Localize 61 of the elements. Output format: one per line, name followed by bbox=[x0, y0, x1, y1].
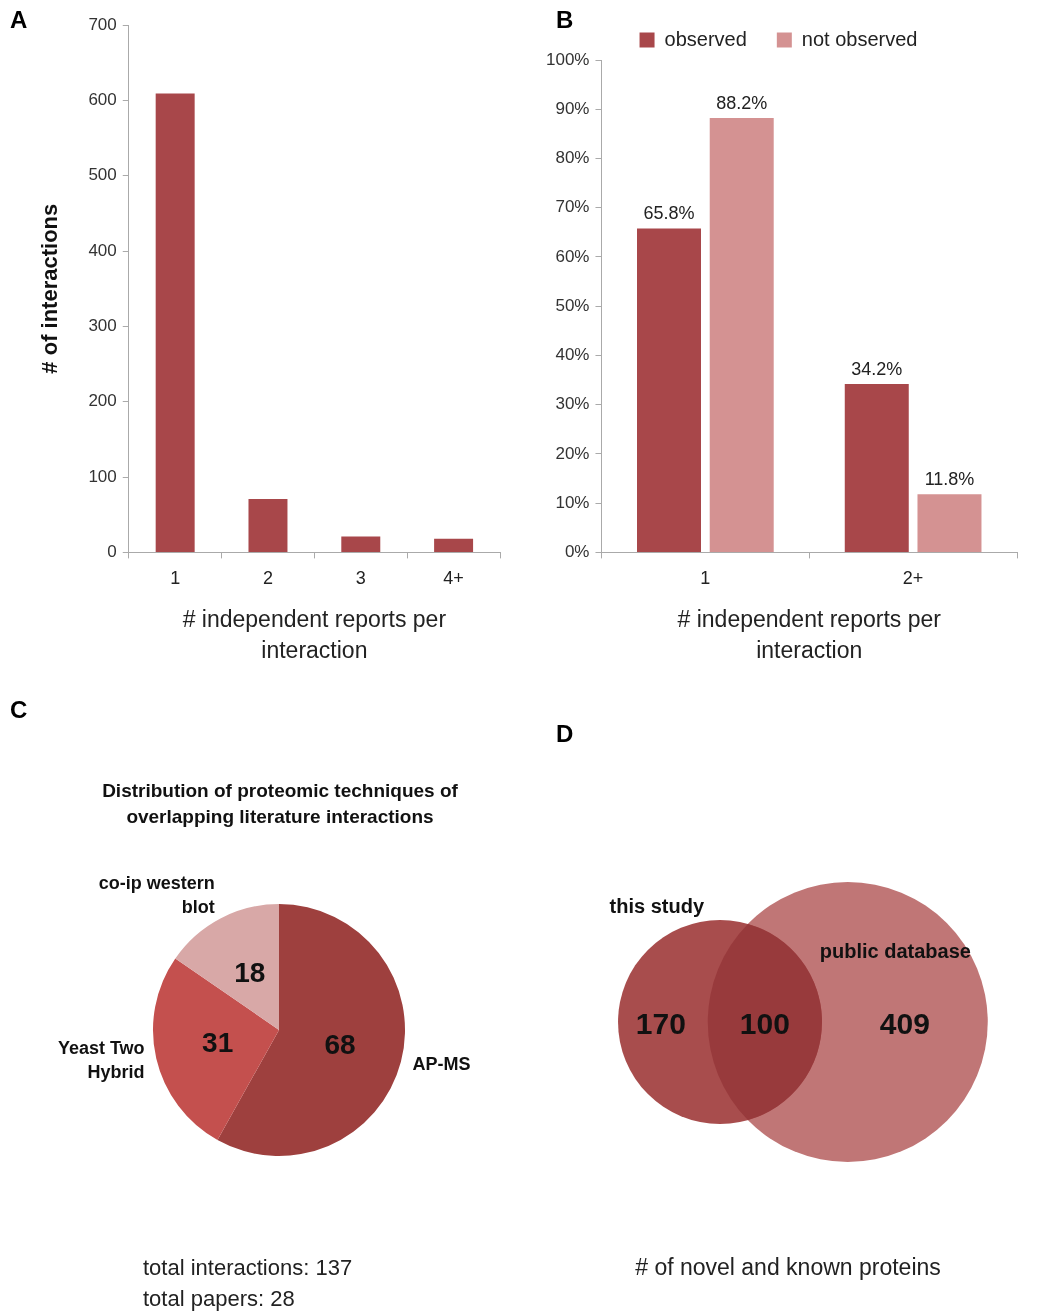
y-tick-label: 300 bbox=[88, 316, 117, 336]
bar bbox=[248, 498, 288, 552]
y-axis-title: # of interactions bbox=[37, 203, 63, 374]
y-tick-label: 200 bbox=[88, 391, 117, 411]
chart-title: Distribution of proteomic techniques of overlapping literature interactions bbox=[101, 779, 459, 829]
y-tick-label: 500 bbox=[88, 165, 117, 185]
legend-label: not observed bbox=[801, 27, 918, 50]
legend-label: observed bbox=[664, 27, 747, 50]
y-tick-label: 0% bbox=[564, 542, 590, 562]
data-label: 34.2% bbox=[851, 358, 903, 379]
x-tick-label: 2 bbox=[262, 568, 273, 589]
category-label: this study bbox=[609, 895, 705, 918]
y-tick-label: 100% bbox=[546, 49, 590, 69]
text: B bbox=[556, 6, 574, 34]
x-axis-title: # independent reports per interaction bbox=[676, 605, 942, 665]
bar bbox=[844, 384, 909, 552]
y-tick-label: 90% bbox=[555, 98, 590, 118]
text: # of novel and known proteins bbox=[634, 1253, 942, 1282]
y-tick-label: 50% bbox=[555, 295, 590, 315]
text: D bbox=[556, 720, 574, 748]
data-label: 65.8% bbox=[643, 203, 695, 224]
x-tick-label: 1 bbox=[700, 568, 711, 589]
data-label: 68 bbox=[324, 1028, 356, 1060]
y-tick-label: 10% bbox=[555, 492, 590, 512]
data-label: 100 bbox=[739, 1007, 790, 1041]
text: C bbox=[10, 696, 28, 724]
data-label: 88.2% bbox=[716, 93, 768, 114]
text: total papers: 28 bbox=[143, 1285, 295, 1313]
y-tick-label: 0 bbox=[107, 542, 117, 562]
y-tick-label: 20% bbox=[555, 443, 590, 463]
bar bbox=[709, 118, 774, 552]
y-tick-label: 600 bbox=[88, 90, 117, 110]
x-tick-label: 2+ bbox=[902, 568, 924, 589]
data-label: 11.8% bbox=[924, 469, 975, 490]
bar bbox=[637, 228, 701, 552]
x-tick-label: 3 bbox=[355, 568, 366, 589]
bar bbox=[155, 93, 195, 552]
bar bbox=[917, 494, 982, 552]
slice-label: AP-MS bbox=[412, 1053, 471, 1074]
y-tick-label: 700 bbox=[88, 14, 117, 34]
bar bbox=[434, 538, 474, 552]
y-tick-label: 30% bbox=[555, 394, 590, 414]
text: A bbox=[10, 6, 28, 34]
y-tick-label: 60% bbox=[555, 246, 590, 266]
data-label: 170 bbox=[635, 1007, 686, 1041]
y-tick-label: 400 bbox=[88, 240, 117, 260]
y-tick-label: 40% bbox=[555, 345, 590, 365]
data-label: 31 bbox=[202, 1026, 234, 1058]
y-tick-label: 80% bbox=[555, 148, 590, 168]
x-tick-label: 1 bbox=[170, 568, 181, 589]
category-label: public database bbox=[819, 939, 971, 962]
data-label: 409 bbox=[879, 1007, 930, 1041]
text: total interactions: 137 bbox=[143, 1254, 353, 1282]
y-tick-label: 100 bbox=[88, 466, 117, 486]
slice-label: Yeast Two Hybrid bbox=[57, 1038, 145, 1083]
data-label: 18 bbox=[234, 956, 266, 988]
y-tick-label: 70% bbox=[555, 197, 590, 217]
slice-label: co-ip western blot bbox=[98, 872, 215, 917]
x-tick-label: 4+ bbox=[443, 568, 464, 589]
x-axis-title: # independent reports per interaction bbox=[181, 605, 448, 665]
bar bbox=[341, 536, 381, 552]
